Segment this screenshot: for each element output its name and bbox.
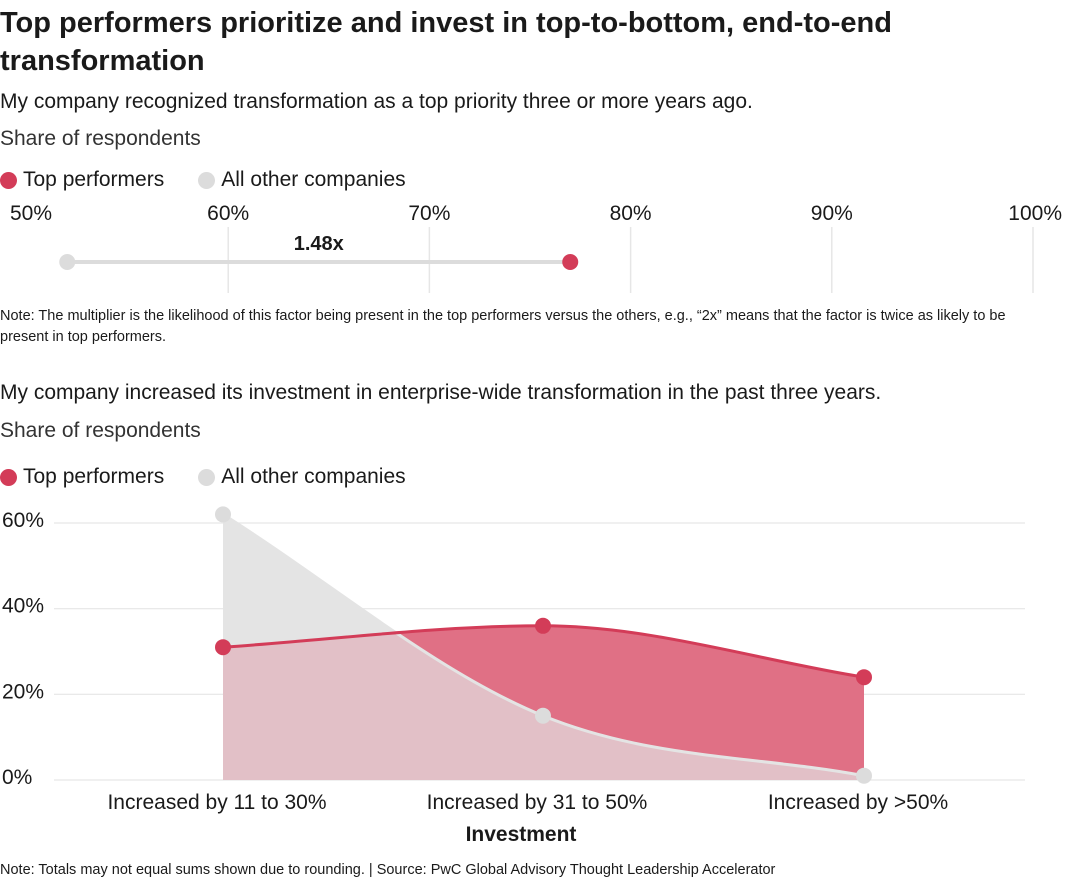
section1-note: Note: The multiplier is the likelihood o… (0, 308, 1006, 345)
section1-legend: Top performers All other companies (0, 168, 440, 192)
multiplier-label: 1.48x (294, 233, 344, 255)
x-category-label: Increased by 31 to 50% (427, 791, 648, 814)
legend-swatch-top (0, 171, 17, 189)
legend-item-others: All other companies (198, 168, 406, 192)
point-all-other-companies (215, 506, 231, 523)
point-top-performers (215, 639, 231, 656)
legend-label-others: All other companies (221, 465, 406, 488)
section1-question: My company recognized transformation as … (0, 90, 753, 113)
point-top-performers (535, 617, 551, 634)
point-all-other-companies (856, 767, 872, 784)
section1-subtitle: Share of respondents (0, 127, 201, 150)
legend-item-top: Top performers (0, 168, 164, 192)
area-chart: 0% 20% 40% 60% Increased by 11 to 30% Increas… (2, 506, 1025, 846)
x-category-label: Increased by >50% (768, 791, 948, 814)
y-tick-label: 20% (2, 680, 44, 703)
point-all-other-companies (535, 707, 551, 724)
legend-swatch-top (0, 468, 17, 486)
legend-swatch-others (198, 171, 216, 189)
x-axis-title: Investment (466, 823, 577, 846)
legend-label-top: Top performers (23, 465, 165, 488)
x-tick-label: 60% (207, 202, 249, 225)
section2-note: Note: Totals may not equal sums shown du… (0, 862, 776, 878)
legend-item-others: All other companies (198, 465, 406, 489)
dot-top-performers (562, 254, 579, 270)
section2-subtitle: Share of respondents (0, 419, 201, 442)
x-tick-label: 70% (408, 202, 450, 225)
legend-label-others: All other companies (221, 168, 406, 191)
section2-question: My company increased its investment in e… (0, 381, 882, 404)
x-category-label: Increased by 11 to 30% (107, 791, 326, 814)
x-tick-label: 90% (811, 202, 853, 225)
dot-all-other-companies (59, 254, 76, 270)
point-top-performers (856, 669, 872, 686)
x-tick-label: 50% (10, 202, 52, 225)
page-title: Top performers prioritize and invest in … (0, 7, 892, 77)
legend-item-top: Top performers (0, 465, 164, 489)
y-tick-label: 60% (2, 509, 44, 532)
y-tick-label: 40% (2, 595, 44, 618)
dumbbell-chart: 50% 60% 70% 80% 90% 100% 1.48x (10, 202, 1062, 293)
x-tick-label: 80% (610, 202, 652, 225)
legend-swatch-others (198, 468, 216, 486)
x-tick-label: 100% (1008, 202, 1062, 225)
y-tick-label: 0% (2, 766, 32, 789)
section2-legend: Top performers All other companies (0, 465, 440, 489)
legend-label-top: Top performers (23, 168, 165, 191)
